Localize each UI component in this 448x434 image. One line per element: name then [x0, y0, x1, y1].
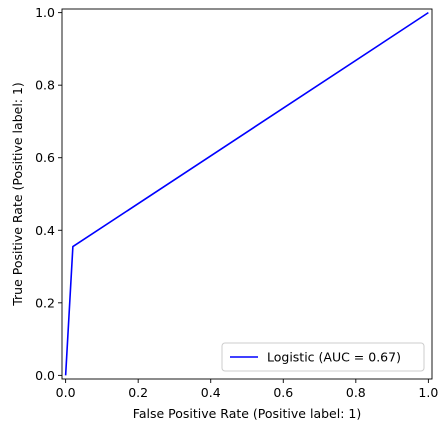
series-line-logistic	[64, 11, 429, 376]
y-tick-label: 0.6	[35, 150, 55, 165]
axis-ticks: 0.0 0.2 0.4 0.6 0.8 1.0 0.0 0.2 0.4 0.6 0.8 1.0	[35, 5, 438, 400]
series-layer	[64, 11, 429, 376]
y-axis-label: True Positive Rate (Positive label: 1)	[10, 82, 25, 307]
y-tick-label: 0.8	[35, 78, 55, 93]
x-tick-label: 0.6	[273, 385, 293, 400]
x-tick-label: 1.0	[418, 385, 438, 400]
x-tick-label: 0.0	[56, 385, 76, 400]
x-tick-label: 0.4	[201, 385, 221, 400]
legend-box	[221, 342, 425, 372]
x-axis-label: False Positive Rate (Positive label: 1)	[133, 406, 361, 421]
y-tick-label: 0.0	[35, 368, 55, 383]
legend-entry-label: Logistic (AUC = 0.67)	[267, 350, 401, 365]
x-tick-label: 0.8	[346, 385, 366, 400]
y-tick-label: 1.0	[35, 5, 55, 20]
legend: Logistic (AUC = 0.67)	[221, 342, 425, 372]
x-tick-label: 0.2	[128, 385, 148, 400]
plot-frame	[61, 8, 433, 380]
y-tick-label: 0.4	[35, 223, 55, 238]
y-tick-label: 0.2	[35, 295, 55, 310]
